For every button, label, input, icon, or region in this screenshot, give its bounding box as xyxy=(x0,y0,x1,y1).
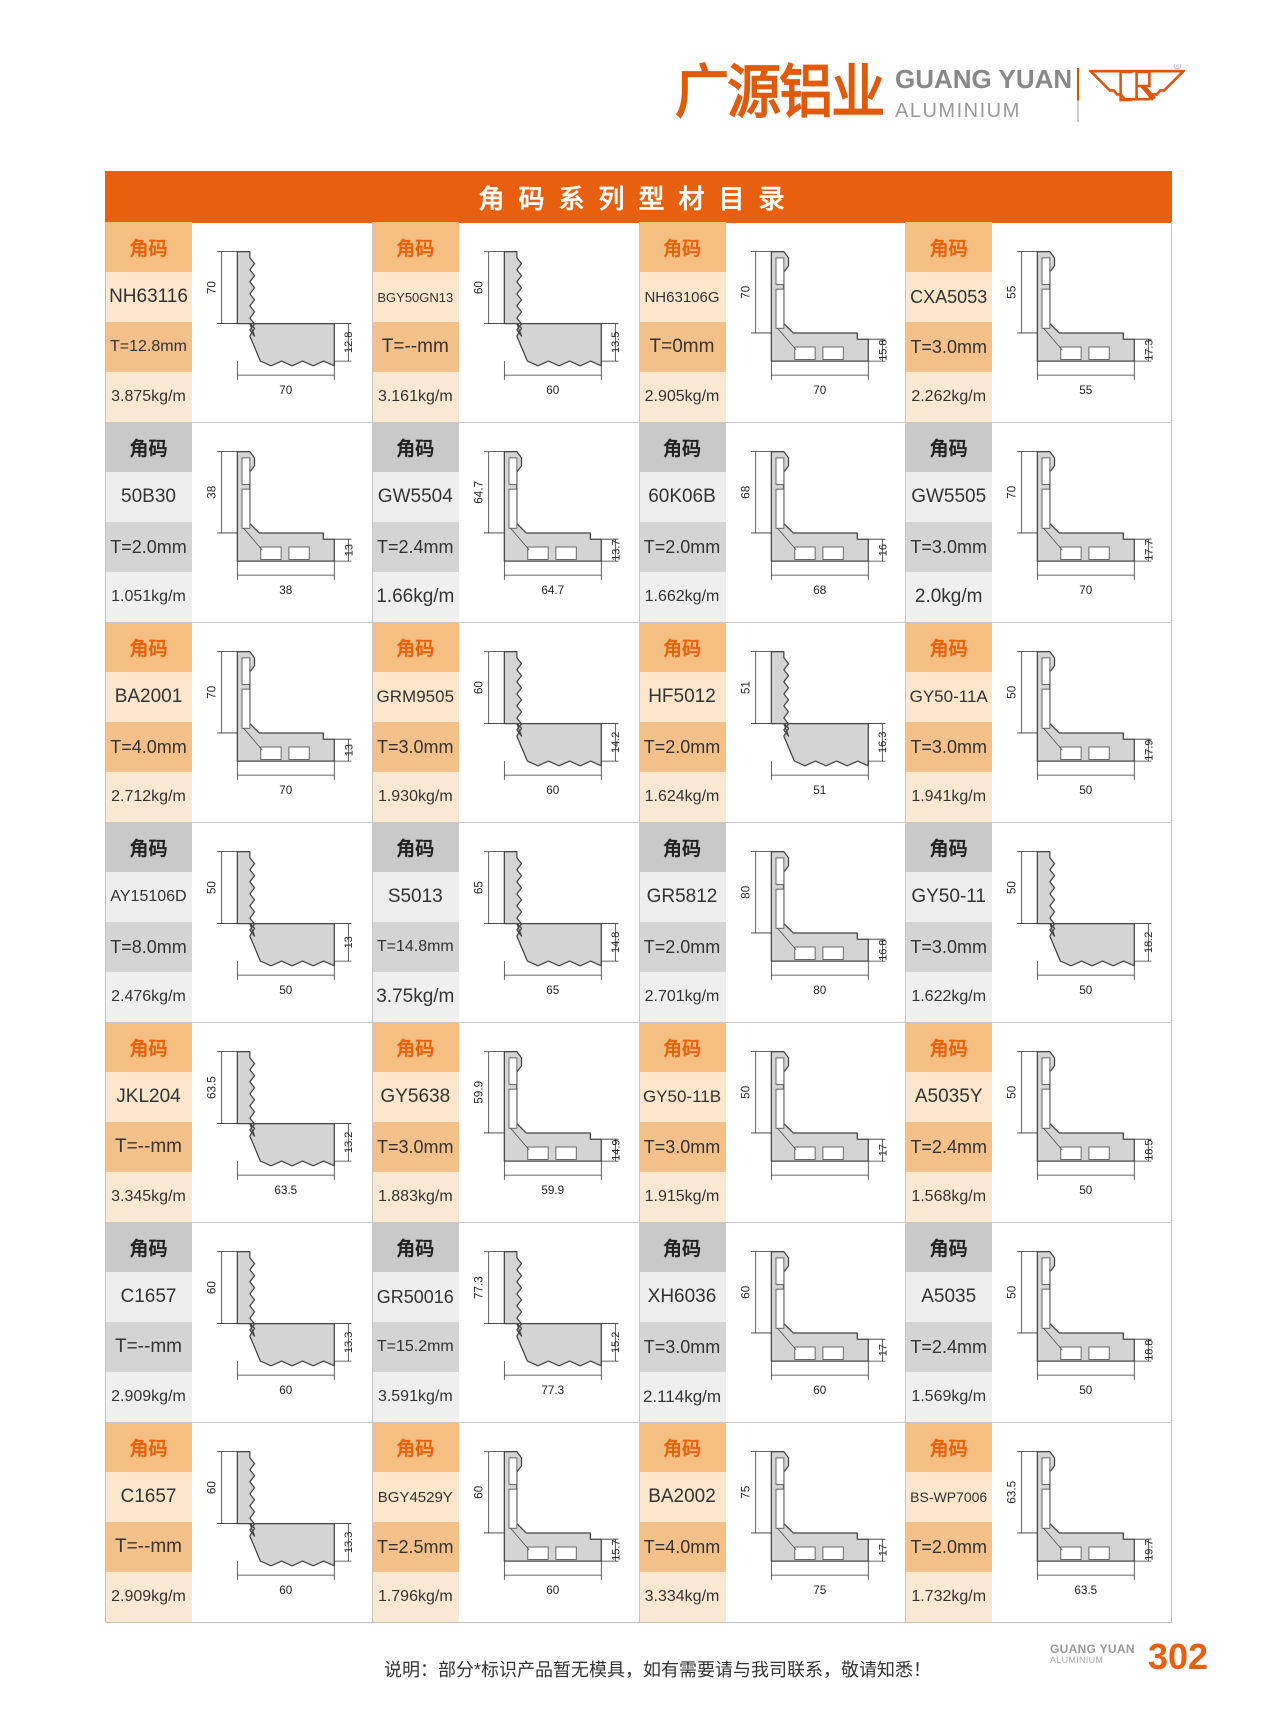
svg-text:51: 51 xyxy=(813,784,826,797)
svg-text:63.5: 63.5 xyxy=(1006,1480,1019,1503)
svg-text:70: 70 xyxy=(205,685,218,699)
svg-text:55: 55 xyxy=(1006,285,1019,299)
svg-text:13: 13 xyxy=(343,936,355,948)
svg-text:64.7: 64.7 xyxy=(472,481,485,504)
svg-text:16.8: 16.8 xyxy=(877,939,889,960)
svg-text:50: 50 xyxy=(1006,1085,1019,1099)
svg-text:13.7: 13.7 xyxy=(610,539,622,560)
svg-text:50: 50 xyxy=(1006,685,1019,699)
svg-text:70: 70 xyxy=(1079,584,1093,597)
svg-text:13.3: 13.3 xyxy=(343,1532,355,1553)
svg-text:65: 65 xyxy=(546,984,560,997)
svg-text:16: 16 xyxy=(877,544,889,556)
svg-text:60: 60 xyxy=(279,1584,293,1597)
svg-text:60: 60 xyxy=(546,1584,560,1597)
svg-text:13: 13 xyxy=(343,544,355,556)
svg-text:14.8: 14.8 xyxy=(610,932,622,953)
svg-text:75: 75 xyxy=(813,1584,827,1597)
svg-text:17.3: 17.3 xyxy=(1143,339,1155,360)
svg-text:77.3: 77.3 xyxy=(541,1384,564,1397)
svg-text:15.2: 15.2 xyxy=(610,1332,622,1353)
svg-text:19.7: 19.7 xyxy=(1143,1539,1155,1560)
svg-text:17.9: 17.9 xyxy=(1143,739,1155,760)
svg-text:70: 70 xyxy=(205,281,218,295)
svg-text:50: 50 xyxy=(1079,1184,1093,1197)
svg-text:15.8: 15.8 xyxy=(877,339,889,360)
svg-text:50: 50 xyxy=(279,984,293,997)
svg-text:75: 75 xyxy=(739,1485,752,1499)
svg-text:60: 60 xyxy=(739,1285,752,1299)
svg-text:17: 17 xyxy=(877,1544,889,1556)
svg-text:68: 68 xyxy=(813,584,827,597)
svg-text:16.3: 16.3 xyxy=(877,732,889,753)
svg-text:17.7: 17.7 xyxy=(1143,539,1155,560)
svg-text:50: 50 xyxy=(1079,1384,1093,1397)
svg-text:18.8: 18.8 xyxy=(1143,1339,1155,1360)
svg-text:13.5: 13.5 xyxy=(610,332,622,353)
svg-text:50: 50 xyxy=(1079,984,1093,997)
svg-text:50: 50 xyxy=(739,1085,752,1099)
svg-text:60: 60 xyxy=(472,281,485,295)
svg-text:60: 60 xyxy=(472,1485,485,1499)
svg-text:60: 60 xyxy=(813,1384,827,1397)
svg-text:14.2: 14.2 xyxy=(610,732,622,753)
svg-text:70: 70 xyxy=(279,784,293,797)
svg-text:60: 60 xyxy=(279,1384,293,1397)
svg-text:50: 50 xyxy=(205,881,218,895)
svg-text:70: 70 xyxy=(813,384,827,397)
svg-text:60: 60 xyxy=(205,1281,218,1295)
svg-text:13.2: 13.2 xyxy=(343,1132,355,1153)
svg-text:51: 51 xyxy=(739,681,752,694)
svg-text:70: 70 xyxy=(739,285,752,299)
svg-text:17: 17 xyxy=(877,1144,889,1156)
svg-text:77.3: 77.3 xyxy=(472,1276,485,1299)
svg-text:18.5: 18.5 xyxy=(1143,1139,1155,1160)
svg-text:80: 80 xyxy=(739,885,752,899)
svg-text:60: 60 xyxy=(205,1481,218,1495)
svg-text:17: 17 xyxy=(877,1344,889,1356)
svg-text:50: 50 xyxy=(1079,784,1093,797)
svg-text:15.7: 15.7 xyxy=(610,1539,622,1560)
svg-text:63.5: 63.5 xyxy=(1075,1584,1098,1597)
svg-text:63.5: 63.5 xyxy=(205,1076,218,1099)
svg-text:14.9: 14.9 xyxy=(610,1139,622,1160)
svg-text:59.9: 59.9 xyxy=(472,1081,485,1104)
svg-text:63.5: 63.5 xyxy=(274,1184,297,1197)
svg-text:38: 38 xyxy=(279,584,293,597)
svg-text:59.9: 59.9 xyxy=(541,1184,564,1197)
svg-text:68: 68 xyxy=(739,485,752,499)
svg-text:65: 65 xyxy=(472,881,485,895)
svg-text:70: 70 xyxy=(1006,485,1019,499)
svg-text:60: 60 xyxy=(472,681,485,695)
svg-text:60: 60 xyxy=(546,784,560,797)
svg-text:64.7: 64.7 xyxy=(541,584,564,597)
svg-text:60: 60 xyxy=(546,384,560,397)
svg-text:38: 38 xyxy=(205,485,218,499)
svg-text:50: 50 xyxy=(1006,881,1019,895)
svg-text:18.2: 18.2 xyxy=(1143,932,1155,953)
svg-text:70: 70 xyxy=(279,384,293,397)
svg-text:80: 80 xyxy=(813,984,827,997)
svg-text:13.3: 13.3 xyxy=(343,1332,355,1353)
svg-text:55: 55 xyxy=(1079,384,1093,397)
svg-text:13: 13 xyxy=(343,744,355,756)
svg-text:50: 50 xyxy=(1006,1285,1019,1299)
svg-text:12.8: 12.8 xyxy=(343,332,355,353)
